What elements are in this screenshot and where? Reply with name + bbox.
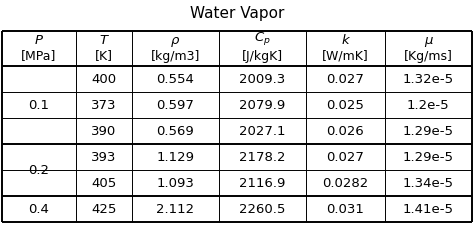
Text: 1.29e-5: 1.29e-5 [402, 151, 454, 164]
Text: 0.4: 0.4 [28, 203, 49, 216]
Text: 0.569: 0.569 [156, 125, 194, 138]
Text: T: T [100, 34, 108, 47]
Text: [J/kgK]: [J/kgK] [242, 49, 283, 62]
Text: [MPa]: [MPa] [21, 49, 57, 62]
Text: μ: μ [424, 34, 432, 47]
Text: 1.129: 1.129 [156, 151, 194, 164]
Text: 0.026: 0.026 [326, 125, 364, 138]
Text: 0.027: 0.027 [326, 151, 364, 164]
Text: [kg/m3]: [kg/m3] [151, 49, 200, 62]
Text: 1.093: 1.093 [156, 177, 194, 190]
Text: 0.554: 0.554 [156, 73, 194, 86]
Text: 425: 425 [91, 203, 116, 216]
Text: 2027.1: 2027.1 [239, 125, 285, 138]
Text: [W/mK]: [W/mK] [322, 49, 368, 62]
Text: 0.025: 0.025 [326, 99, 364, 112]
Text: [Kg/ms]: [Kg/ms] [404, 49, 453, 62]
Text: $C_p$: $C_p$ [254, 30, 271, 47]
Text: 1.34e-5: 1.34e-5 [402, 177, 454, 190]
Text: 393: 393 [91, 151, 116, 164]
Text: 0.031: 0.031 [326, 203, 364, 216]
Text: 0.0282: 0.0282 [322, 177, 368, 190]
Text: 0.2: 0.2 [28, 164, 49, 177]
Text: 0.1: 0.1 [28, 99, 49, 112]
Text: Water Vapor: Water Vapor [190, 5, 284, 21]
Text: 1.2e-5: 1.2e-5 [407, 99, 449, 112]
Text: 2009.3: 2009.3 [239, 73, 285, 86]
Text: 1.32e-5: 1.32e-5 [402, 73, 454, 86]
Text: [K]: [K] [95, 49, 113, 62]
Text: 0.597: 0.597 [156, 99, 194, 112]
Text: 2.112: 2.112 [156, 203, 194, 216]
Text: 2079.9: 2079.9 [239, 99, 285, 112]
Text: 2178.2: 2178.2 [239, 151, 285, 164]
Text: 405: 405 [91, 177, 116, 190]
Text: 2116.9: 2116.9 [239, 177, 285, 190]
Text: 390: 390 [91, 125, 116, 138]
Text: 0.027: 0.027 [326, 73, 364, 86]
Text: ρ: ρ [171, 34, 179, 47]
Text: 373: 373 [91, 99, 117, 112]
Text: k: k [341, 34, 349, 47]
Text: P: P [35, 34, 43, 47]
Text: 2260.5: 2260.5 [239, 203, 285, 216]
Text: 400: 400 [91, 73, 116, 86]
Text: 1.29e-5: 1.29e-5 [402, 125, 454, 138]
Text: 1.41e-5: 1.41e-5 [402, 203, 454, 216]
